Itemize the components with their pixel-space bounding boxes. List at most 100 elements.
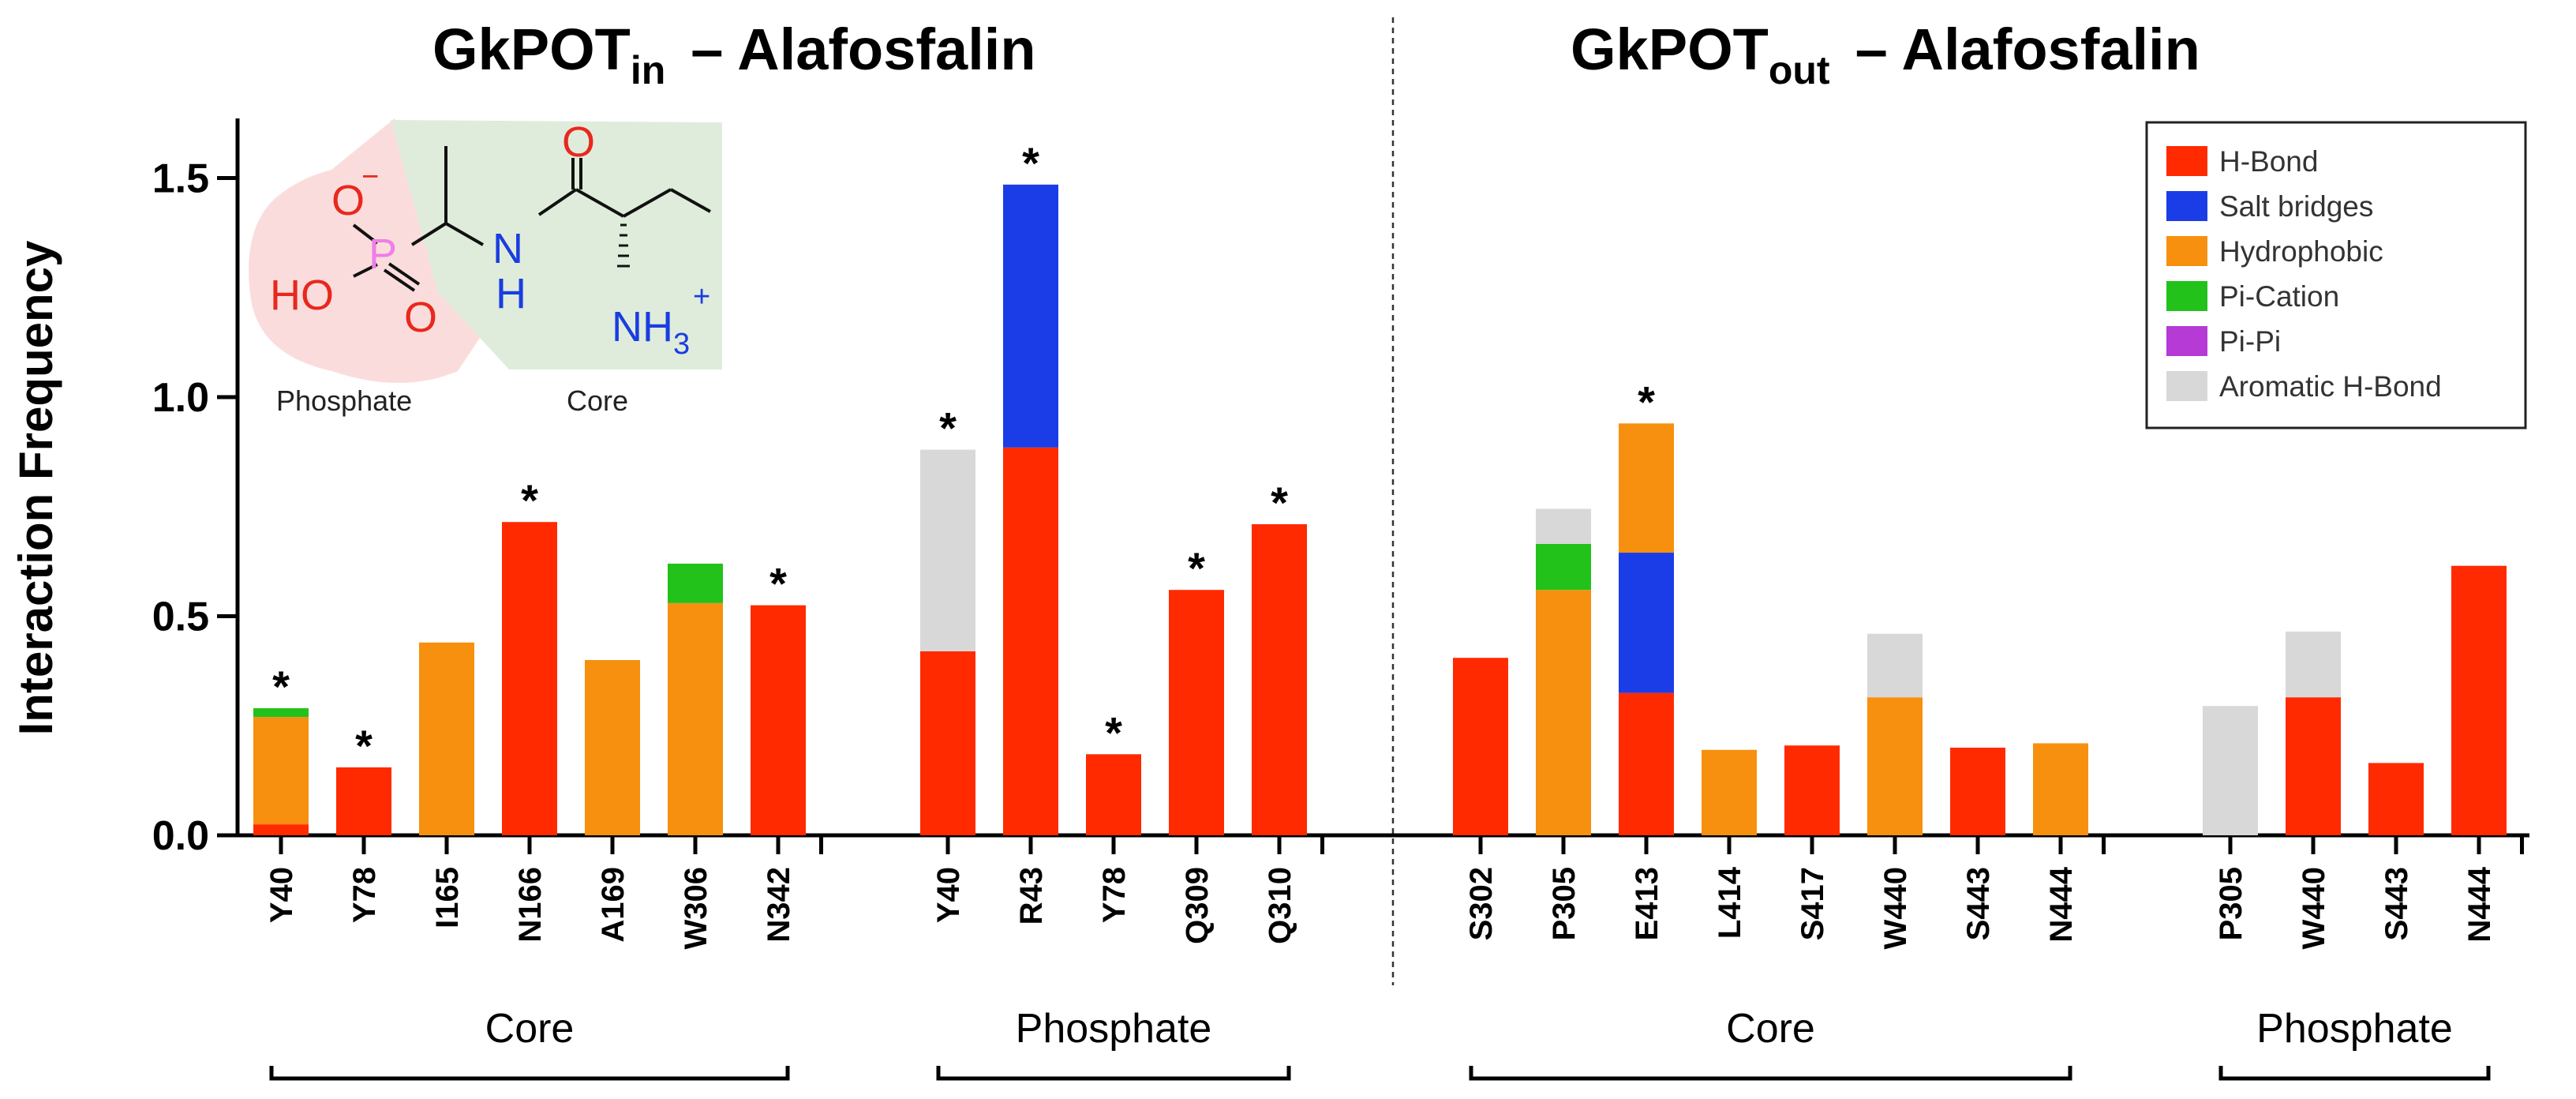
y-ticks: 0.0 0.5 1.0 1.5 [152,156,238,859]
legend-label-salt: Salt bridges [2219,190,2373,223]
significance-star: * [939,403,957,453]
x-tick-label: S443 [2379,867,2414,940]
significance-star: * [1188,543,1205,593]
legend-swatch-salt [2166,191,2207,221]
atom-o-minus: O [331,177,365,224]
bar-segment-hbond-n444 [2451,565,2507,835]
atom-p: P [369,231,397,278]
legend-swatch-pipi [2166,326,2207,356]
bar-segment-hydro-i165 [419,642,474,835]
bar-segment-arom-y40 [920,449,975,651]
bar-segment-arom-w440 [2286,631,2341,698]
bar-segment-hbond-e413 [1619,692,1674,835]
atom-nh3: NH3 [612,303,690,361]
atom-n: N [492,225,523,272]
x-tick-label: P305 [2214,867,2248,940]
bar-segment-hbond-q310 [1252,523,1307,835]
group-bracket [1469,1066,2072,1081]
bar-segment-hydro-w440 [1867,697,1923,835]
bar-segment-hbond-s443 [2368,763,2424,835]
x-tick-label: S443 [1961,867,1996,940]
x-tick-label: W440 [1878,867,1913,950]
x-tick-label: S417 [1795,867,1830,940]
legend-label-arom: Aromatic H-Bond [2219,370,2442,403]
legend-label-pipi: Pi-Pi [2219,325,2281,358]
significance-star: * [1022,138,1039,188]
significance-star: * [1271,478,1288,527]
phosphate-region-label: Phosphate [276,384,412,417]
group-label: Core [485,1006,575,1052]
x-tick-label: Q309 [1180,867,1215,944]
bar-segment-hbond-w440 [2286,697,2341,835]
atom-plus-sign: + [693,280,710,313]
atom-minus-sign: − [361,160,379,193]
x-tick-label: Y78 [347,867,382,923]
bar-segment-hbond-y40 [253,824,309,835]
x-tick-label: I165 [430,867,465,928]
bar-segment-hbond-r43 [1003,447,1058,835]
bar-segment-picat-y40 [253,708,309,718]
bar-segment-hydro-w306 [668,602,723,835]
bar-segment-arom-p305 [2203,706,2258,835]
x-tick-label: W306 [679,867,713,950]
legend-swatch-picat [2166,281,2207,311]
group-brackets: Core Phosphate Core Phosphate [269,1006,2491,1081]
legend-swatch-hydro [2166,236,2207,266]
bar-segment-picat-w306 [668,563,723,603]
legend: H-Bond Salt bridges Hydrophobic Pi-Cation Pi… [2145,121,2527,429]
bar-segment-hbond-s302 [1453,658,1508,835]
bar-segment-hbond-n166 [502,522,557,835]
legend-box [2145,121,2527,429]
x-tick-label: S302 [1464,867,1499,940]
atom-o-double: O [404,294,437,341]
bar-segment-arom-p305 [1536,508,1591,544]
atom-h: H [496,270,526,317]
x-tick-label: Q310 [1263,867,1297,944]
bar-segment-hbond-y40 [920,651,975,835]
bar-segment-hydro-y40 [253,717,309,825]
significance-star: * [272,662,290,711]
panel-title-out: GkPOTout – Alafosfalin [1571,17,2200,92]
x-tick-label: Y78 [1097,867,1132,923]
y-tick-label: 0.0 [152,813,209,859]
group-label: Phosphate [2256,1006,2453,1052]
group-label: Phosphate [1016,1006,1212,1052]
legend-swatch-hbond [2166,146,2207,176]
x-tick-label: N444 [2044,866,2079,942]
x-tick-label: A169 [596,867,631,943]
bar-segment-salt-e413 [1619,553,1674,693]
bar-segment-hydro-l414 [1702,749,1757,835]
x-tick-label: R43 [1014,867,1049,925]
x-tick-label: W440 [2297,867,2331,950]
x-tick-label: Y40 [264,867,299,923]
bar-segment-hbond-y78 [1086,754,1141,835]
phosphate-region [249,118,505,383]
bar-segment-hydro-p305 [1536,590,1591,835]
bar-segment-hbond-s443 [1950,748,2005,835]
bar-segment-hbond-n342 [751,605,806,835]
x-tick-label: Y40 [931,867,966,923]
bar-segment-hbond-s417 [1784,745,1840,835]
atom-ho: HO [270,272,334,319]
significance-star: * [355,721,373,771]
bars: * * * * * * * * * * [253,138,2507,835]
bar-segment-hbond-q309 [1169,590,1224,835]
x-tick-label: N342 [762,867,796,943]
core-region-label: Core [567,384,628,417]
core-region [391,120,722,369]
bar-segment-hydro-n444 [2033,743,2088,835]
group-bracket [2218,1066,2491,1081]
panel-title-in: GkPOTin – Alafosfalin [432,17,1036,92]
atom-o-carbonyl: O [562,118,595,166]
significance-star: * [1105,707,1122,757]
legend-swatch-arom [2166,371,2207,401]
y-tick-label: 1.5 [152,156,209,202]
legend-label-hbond: H-Bond [2219,145,2318,178]
group-bracket [936,1066,1291,1081]
bar-segment-hydro-e413 [1619,423,1674,553]
y-tick-label: 0.5 [152,595,209,640]
significance-star: * [769,559,787,609]
y-tick-label: 1.0 [152,375,209,421]
x-tick-label: E413 [1630,867,1664,940]
